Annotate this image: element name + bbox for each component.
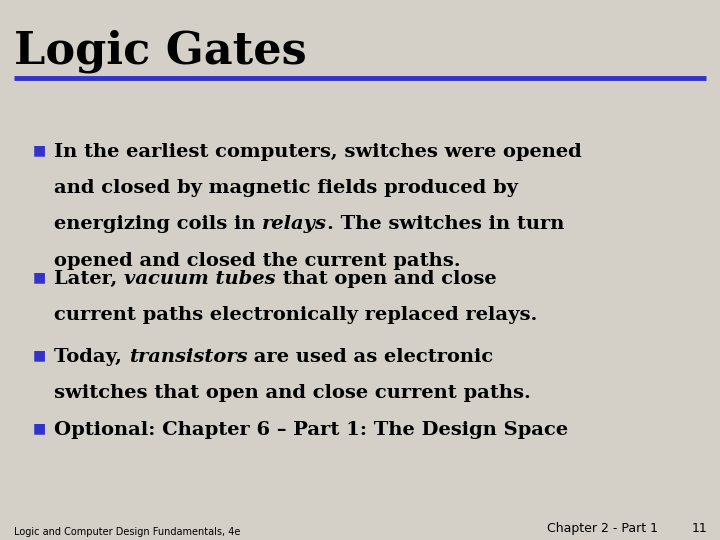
Text: ■: ■ (32, 270, 45, 284)
Text: Logic Gates: Logic Gates (14, 30, 307, 73)
Text: current paths electronically replaced relays.: current paths electronically replaced re… (54, 306, 537, 324)
Text: 11: 11 (691, 522, 707, 535)
Text: Chapter 2 - Part 1: Chapter 2 - Part 1 (547, 522, 658, 535)
Text: . The switches in turn: . The switches in turn (328, 215, 564, 233)
Text: ■: ■ (32, 421, 45, 435)
Text: that open and close: that open and close (276, 270, 496, 288)
Text: are used as electronic: are used as electronic (247, 348, 493, 366)
Text: relays: relays (262, 215, 328, 233)
Text: Optional: Chapter 6 – Part 1: The Design Space: Optional: Chapter 6 – Part 1: The Design… (54, 421, 568, 439)
Text: and closed by magnetic fields produced by: and closed by magnetic fields produced b… (54, 179, 518, 197)
Text: transistors: transistors (129, 348, 247, 366)
Text: Later,: Later, (54, 270, 124, 288)
Text: vacuum tubes: vacuum tubes (124, 270, 276, 288)
Text: Logic and Computer Design Fundamentals, 4e: Logic and Computer Design Fundamentals, … (14, 527, 240, 537)
Text: switches that open and close current paths.: switches that open and close current pat… (54, 384, 531, 402)
Text: opened and closed the current paths.: opened and closed the current paths. (54, 252, 461, 269)
Text: Today,: Today, (54, 348, 129, 366)
Text: energizing coils in: energizing coils in (54, 215, 262, 233)
Text: In the earliest computers, switches were opened: In the earliest computers, switches were… (54, 143, 582, 161)
Text: ■: ■ (32, 143, 45, 157)
Text: ■: ■ (32, 348, 45, 362)
